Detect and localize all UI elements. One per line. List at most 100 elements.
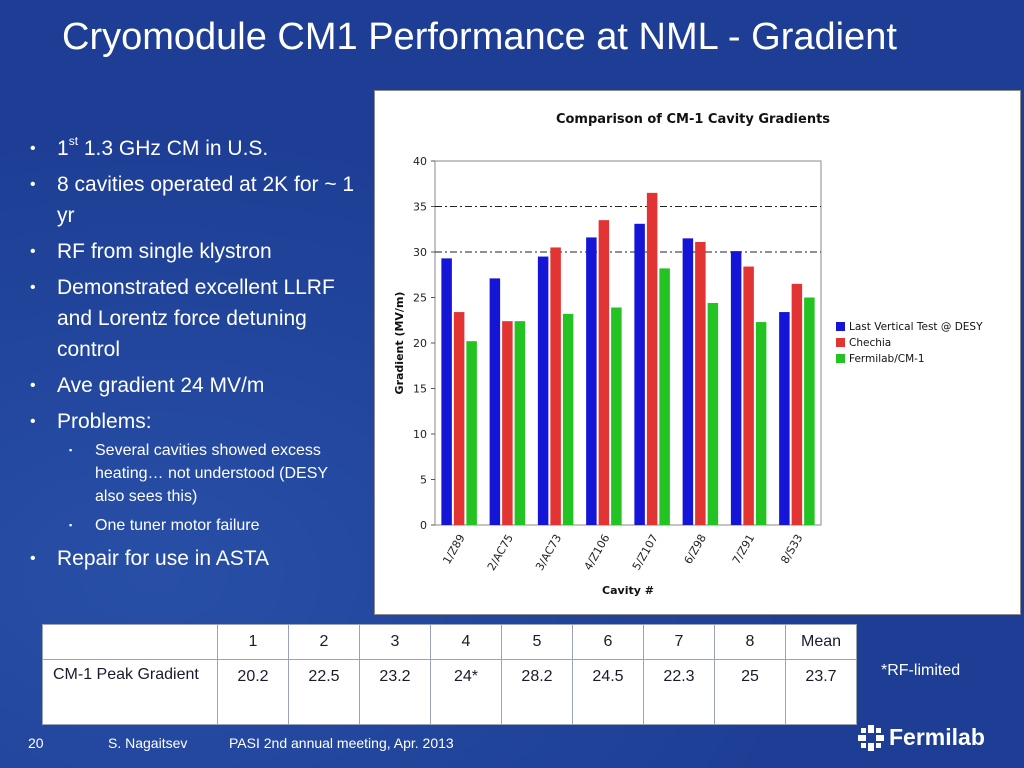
table-corner-cell	[42, 624, 218, 660]
table-cell: 28.2	[501, 659, 573, 725]
slide-title: Cryomodule CM1 Performance at NML - Grad…	[62, 16, 897, 58]
table-header-cell: 3	[359, 624, 431, 660]
table-header-cell: 5	[501, 624, 573, 660]
bar	[562, 313, 574, 525]
table-header-cell: 4	[430, 624, 502, 660]
legend-swatch	[836, 322, 845, 331]
bar	[743, 266, 754, 525]
y-tick-label: 40	[413, 155, 427, 168]
bar	[730, 251, 742, 525]
slide-number: 20	[28, 735, 44, 751]
table-header-row: 1 2 3 4 5 6 7 8 Mean	[42, 624, 857, 660]
x-tick-label: 8/S33	[778, 532, 805, 566]
gradient-table: 1 2 3 4 5 6 7 8 Mean CM-1 Peak Gradient …	[42, 624, 857, 725]
bar	[695, 241, 706, 526]
bar	[466, 341, 477, 525]
bar	[550, 247, 561, 525]
y-tick-label: 20	[413, 337, 427, 350]
bullet-text-6: Problems:	[57, 410, 152, 433]
bullet-list: 1st 1.3 GHz CM in U.S. 8 cavities operat…	[30, 133, 355, 579]
bullet-text-4: Demonstrated excellent LLRF and Lorentz …	[57, 276, 335, 361]
x-tick-label: 4/Z106	[582, 532, 613, 572]
table-row-label: CM-1 Peak Gradient	[42, 659, 218, 725]
x-tick-label: 2/AC75	[485, 532, 516, 573]
x-tick-label: 7/Z91	[730, 532, 757, 566]
chart-panel: 0 5 10 15 20 25 30 35 40 1/Z89 2/AC75 3/AC73 4/Z106 5…	[374, 90, 1021, 615]
x-tick-label: 6/Z98	[682, 532, 709, 566]
table-header-cell: 1	[217, 624, 289, 660]
y-tick-label: 35	[413, 201, 427, 214]
bullet-item-1: 1st 1.3 GHz CM in U.S.	[30, 133, 355, 164]
sub-bullet-item-2: One tuner motor failure	[57, 514, 355, 537]
bar	[611, 307, 622, 525]
table-cell: 22.3	[643, 659, 715, 725]
rf-limited-note: *RF-limited	[881, 662, 961, 679]
legend-swatch	[836, 354, 845, 363]
table-cell: 24.5	[572, 659, 644, 725]
legend-label: Last Vertical Test @ DESY	[849, 321, 983, 333]
legend-swatch	[836, 338, 845, 347]
table-cell: 23.7	[785, 659, 857, 725]
bar-chart: 0 5 10 15 20 25 30 35 40 1/Z89 2/AC75 3/AC73 4/Z106 5…	[393, 112, 983, 597]
footer-author: S. Nagaitsev	[108, 735, 188, 751]
bullet-text-1: 1.3 GHz CM in U.S.	[83, 137, 269, 160]
table-cell: 25	[714, 659, 786, 725]
bullet-text-7: Repair for use in ASTA	[57, 547, 270, 570]
table-header-cell: 6	[572, 624, 644, 660]
y-tick-label: 30	[413, 246, 427, 259]
table-cell: 24*	[430, 659, 502, 725]
table-cell: 20.2	[217, 659, 289, 725]
fermilab-logo: Fermilab	[858, 724, 985, 751]
legend-label: Chechia	[849, 337, 891, 349]
bar	[682, 238, 694, 525]
footer-event: PASI 2nd annual meeting, Apr. 2013	[229, 735, 454, 751]
bar	[659, 268, 670, 525]
table-header-cell: 8	[714, 624, 786, 660]
x-axis-label: Cavity #	[602, 584, 654, 597]
bar	[489, 278, 501, 525]
y-tick-label: 0	[420, 519, 427, 532]
y-axis-label: Gradient (MV/m)	[393, 292, 406, 395]
bullet-item-2: 8 cavities operated at 2K for ~ 1 yr	[30, 169, 355, 231]
table-header-cell: 7	[643, 624, 715, 660]
bullet-item-7: Repair for use in ASTA	[30, 543, 355, 574]
bullet-item-4: Demonstrated excellent LLRF and Lorentz …	[30, 272, 355, 365]
bullet-item-5: Ave gradient 24 MV/m	[30, 370, 355, 401]
y-tick-label: 10	[413, 428, 427, 441]
bar	[791, 283, 803, 525]
bar	[586, 237, 597, 525]
bar	[502, 321, 513, 525]
table-cell: 23.2	[359, 659, 431, 725]
bullet-item-3: RF from single klystron	[30, 236, 355, 267]
bar	[453, 312, 465, 525]
bar	[646, 192, 658, 525]
table-row: CM-1 Peak Gradient 20.2 22.5 23.2 24* 28…	[42, 659, 857, 725]
y-tick-label: 25	[413, 292, 427, 305]
bar	[514, 321, 526, 525]
bullet-ordinal-sup: st	[68, 134, 79, 148]
bar	[707, 302, 719, 525]
bar	[537, 256, 549, 525]
y-tick-label: 15	[413, 383, 427, 396]
bar	[634, 223, 645, 526]
sub-bullet-item-1: Several cavities showed excess heating… …	[57, 439, 355, 508]
x-tick-label: 1/Z89	[440, 532, 467, 566]
bullet-text-3: RF from single klystron	[57, 240, 272, 263]
bullet-text-2: 8 cavities operated at 2K for ~ 1 yr	[57, 173, 355, 227]
fermilab-logo-text: Fermilab	[889, 724, 985, 750]
bar	[779, 312, 790, 525]
bar	[598, 220, 610, 525]
x-tick-label: 5/Z107	[630, 532, 661, 572]
fermilab-logo-icon	[858, 724, 884, 751]
legend-label: Fermilab/CM-1	[849, 353, 925, 365]
y-tick-label: 5	[420, 474, 427, 487]
bar	[804, 297, 815, 525]
table-cell: 22.5	[288, 659, 360, 725]
bar	[755, 322, 767, 525]
chart-title: Comparison of CM-1 Cavity Gradients	[556, 112, 830, 127]
table-header-cell: 2	[288, 624, 360, 660]
bar	[441, 258, 452, 525]
table-header-cell: Mean	[785, 624, 857, 660]
bullet-item-6: Problems: Several cavities showed excess…	[30, 406, 355, 537]
x-tick-label: 3/AC73	[533, 532, 564, 573]
